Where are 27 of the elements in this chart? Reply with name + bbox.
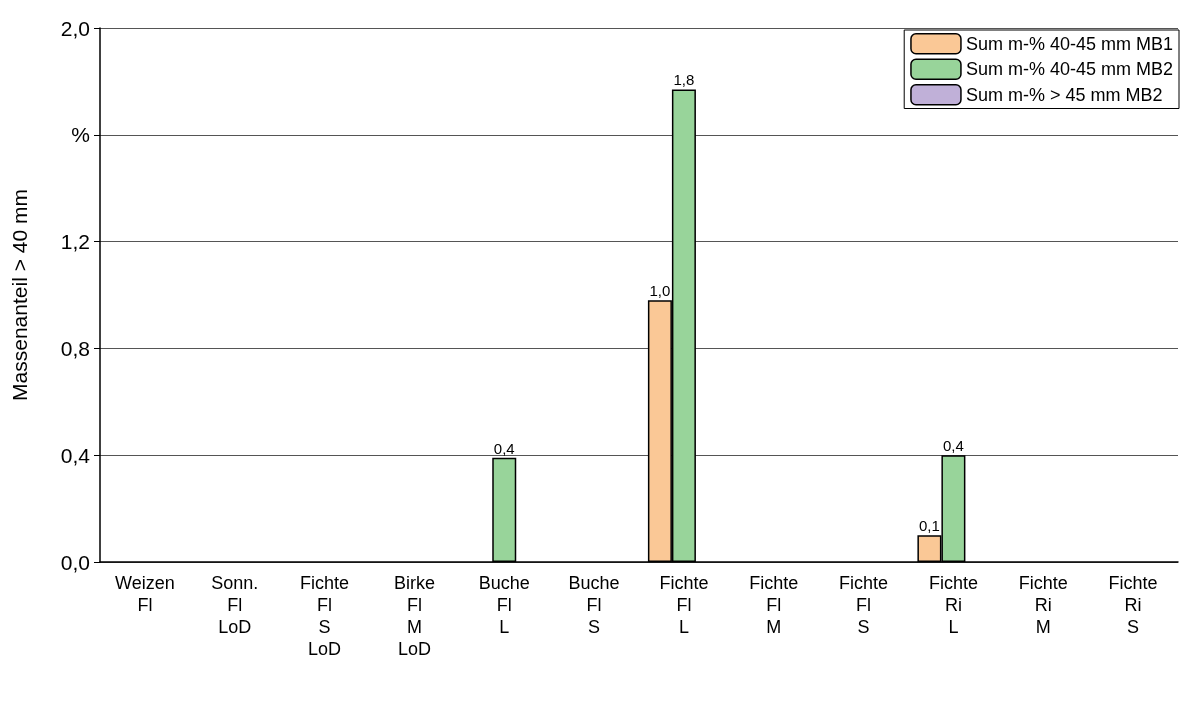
legend-label: Sum m-% 40-45 mm MB1 [965, 33, 1173, 54]
x-tick-label: Fichte Fl S [839, 573, 889, 637]
x-tick-label: Sonn. Fl LoD [211, 573, 259, 637]
x-tick-label: Fichte Fl L [659, 573, 709, 637]
x-tick-label: Fichte Ri S [1108, 573, 1158, 637]
y-axis-title: Massenanteil > 40 mm [8, 189, 31, 401]
x-tick-label: Fichte Fl S LoD [300, 573, 350, 659]
y-tick-label: 2,0 [60, 16, 90, 40]
data-label: 1,0 [649, 282, 671, 300]
data-label: 0,4 [942, 437, 964, 455]
legend-label: Sum m-% > 45 mm MB2 [965, 84, 1163, 105]
legend-label: Sum m-% 40-45 mm MB2 [965, 59, 1173, 80]
data-label: 0,1 [918, 517, 940, 535]
y-tick-label: 0,4 [60, 443, 91, 467]
x-tick-label: Fichte Fl M [749, 573, 799, 637]
x-tick-label: Buche Fl S [568, 573, 620, 637]
y-tick-label: 0,0 [60, 550, 90, 574]
x-tick-label: Buche Fl L [478, 573, 530, 637]
y-tick-label: % [71, 123, 90, 147]
x-tick-label: Fichte Ri M [1018, 573, 1068, 637]
data-label: 0,4 [493, 439, 515, 457]
x-tick-label: Fichte Ri L [928, 573, 978, 637]
data-label: 1,8 [673, 71, 695, 89]
x-tick-label: Weizen Fl [115, 573, 175, 615]
y-tick-label: 0,8 [60, 336, 90, 360]
y-tick-label: 1,2 [60, 230, 90, 254]
x-tick-label: Birke Fl M LoD [393, 573, 435, 659]
